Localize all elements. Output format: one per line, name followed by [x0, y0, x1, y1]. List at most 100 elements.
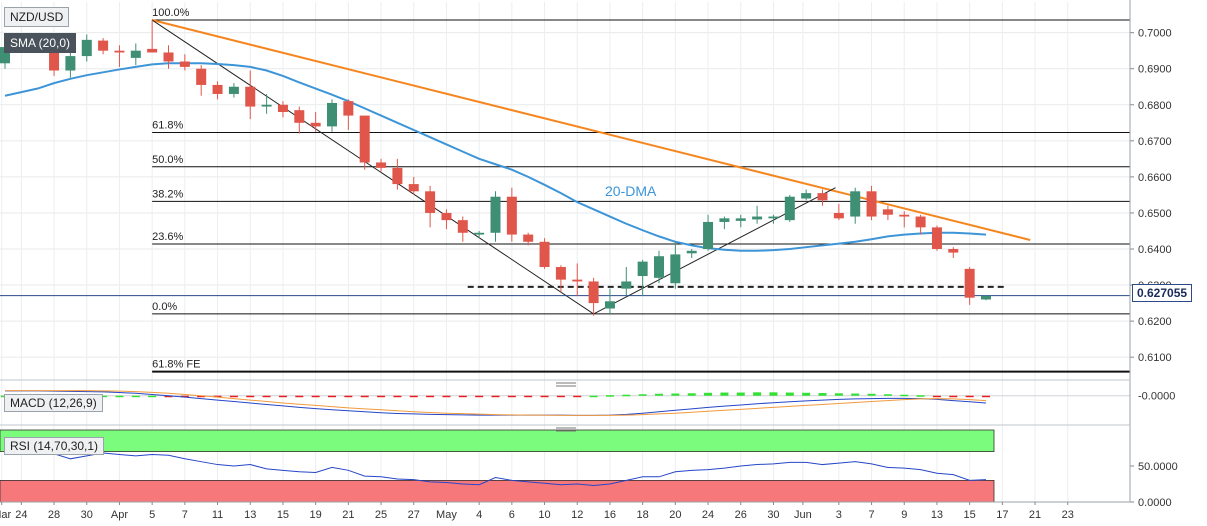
- candle-body: [555, 267, 566, 280]
- candle: [686, 248, 697, 259]
- rsi-panel: 50.0000 0.0000: [0, 429, 1178, 509]
- fib-level-label: 23.6%: [152, 231, 183, 243]
- time-axis: Mar242830Apr5711131519212527May461012161…: [0, 501, 1130, 521]
- candle-body: [964, 268, 975, 298]
- candle-body: [850, 191, 861, 217]
- fib-level-label: 61.8% FE: [152, 359, 200, 371]
- candle-body: [572, 279, 583, 282]
- x-tick-label: 3: [836, 509, 842, 521]
- candle: [310, 111, 321, 132]
- symbol-label[interactable]: NZD/USD: [4, 7, 70, 27]
- macd-histogram-bar: [605, 395, 614, 397]
- macd-histogram-bar: [295, 395, 304, 398]
- macd-histogram-bar: [671, 393, 680, 396]
- fib-level-label: 61.8%: [152, 120, 183, 132]
- macd-histogram-bar: [426, 395, 435, 398]
- candle: [196, 65, 207, 96]
- x-tick-label: 28: [48, 509, 60, 521]
- x-tick-label: Mar: [0, 509, 12, 521]
- candle: [768, 214, 779, 224]
- candle-body: [310, 122, 321, 127]
- candle: [801, 189, 812, 201]
- macd-histogram-bar: [197, 395, 206, 398]
- candle: [931, 225, 942, 251]
- macd-histogram-bar: [769, 392, 778, 396]
- macd-histogram-bar: [458, 395, 467, 398]
- x-tick-label: 21: [1029, 509, 1041, 521]
- candle-body: [833, 212, 844, 219]
- rsi-overbought-zone: [0, 429, 995, 453]
- macd-histogram-bar: [164, 395, 173, 398]
- x-tick-label: 13: [244, 509, 256, 521]
- overlay-label[interactable]: SMA (20,0): [4, 33, 77, 53]
- macd-histogram-bar: [328, 395, 336, 398]
- candle-body: [474, 232, 485, 235]
- candle: [915, 214, 926, 235]
- candle-body: [703, 221, 714, 249]
- macd-histogram-bar: [638, 394, 647, 396]
- fib-level-label: 50.0%: [152, 154, 183, 166]
- candle: [228, 83, 239, 98]
- candle: [572, 263, 583, 296]
- candle: [327, 99, 337, 132]
- candle-body: [425, 191, 436, 213]
- x-tick-label: 30: [81, 509, 93, 521]
- price-axis: 0.7000 0.6900 0.6800 0.6700 0.6600 0.6500 0.64…: [1130, 0, 1207, 526]
- candle-body: [179, 61, 190, 67]
- macd-histogram-bar: [131, 395, 140, 398]
- candle: [457, 216, 468, 242]
- x-tick-label: 18: [637, 509, 649, 521]
- x-tick-label: 5: [149, 509, 155, 521]
- candle-body: [81, 39, 92, 57]
- macd-histogram-bar: [916, 395, 925, 397]
- candle-body: [196, 68, 207, 85]
- x-tick-label: 11: [212, 509, 223, 521]
- candle-body: [899, 214, 910, 217]
- panel-resize-handle[interactable]: [556, 427, 576, 432]
- candle: [81, 34, 92, 62]
- candle: [523, 232, 534, 246]
- candle: [359, 115, 370, 170]
- y-tick-label: 0.6100: [1138, 352, 1172, 364]
- descending-trendline: [151, 19, 1031, 241]
- macd-histogram-bar: [524, 395, 533, 398]
- candle-body: [784, 196, 795, 221]
- x-tick-label: 9: [901, 509, 907, 521]
- candle-body: [654, 256, 664, 278]
- candle: [719, 216, 730, 230]
- candle: [245, 70, 256, 120]
- x-tick-label: 6: [509, 509, 515, 521]
- candle: [752, 205, 763, 224]
- candle-body: [686, 250, 697, 254]
- candle-body: [114, 50, 125, 53]
- x-tick-label: 19: [310, 509, 322, 521]
- candle: [817, 189, 828, 206]
- macd-histogram-bar: [99, 395, 108, 398]
- rsi-tick-label: 50.0000: [1138, 461, 1178, 473]
- macd-histogram-bar: [622, 394, 631, 397]
- candle-body: [245, 86, 256, 107]
- x-tick-label: 27: [408, 509, 420, 521]
- rsi-line: [4, 452, 987, 486]
- candle-body: [948, 248, 959, 253]
- macd-tick-label: -0.0000: [1138, 391, 1175, 403]
- macd-histogram-bar: [229, 395, 238, 398]
- candle-body: [163, 52, 174, 62]
- candle: [981, 295, 991, 301]
- x-tick-label: 23: [1062, 509, 1074, 521]
- candle: [179, 54, 190, 71]
- macd-histogram-bar: [507, 395, 516, 398]
- candle: [621, 267, 632, 296]
- candle: [474, 230, 485, 239]
- candle: [948, 247, 959, 259]
- macd-label[interactable]: MACD (12,26,9): [4, 394, 103, 412]
- sma-annotation: 20-DMA: [605, 183, 657, 199]
- macd-histogram-bar: [180, 395, 189, 398]
- x-tick-label: 16: [604, 509, 616, 521]
- rsi-label[interactable]: RSI (14,70,30,1): [4, 437, 105, 455]
- candle: [98, 38, 109, 55]
- panel-resize-handle[interactable]: [556, 382, 576, 387]
- y-tick-label: 0.7000: [1138, 28, 1172, 40]
- x-tick-label: 24: [702, 509, 714, 521]
- candle-body: [392, 167, 403, 185]
